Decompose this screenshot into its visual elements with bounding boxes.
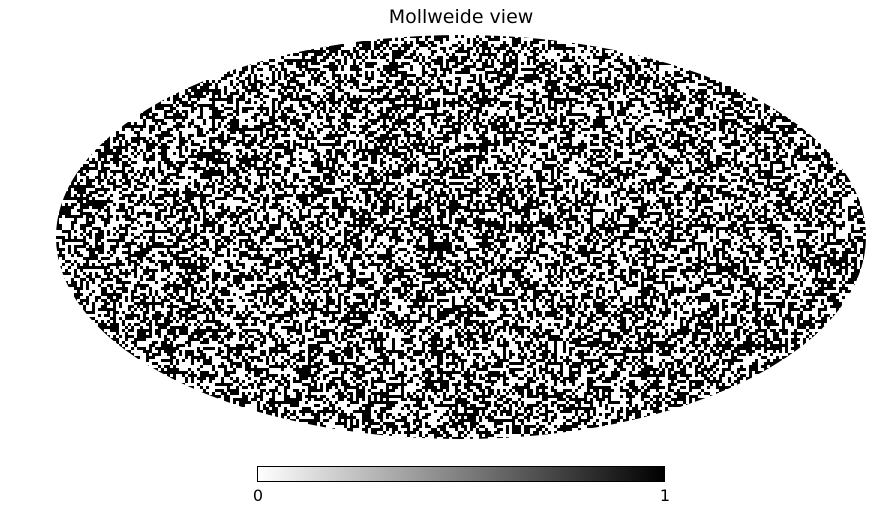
map-title: Mollweide view <box>388 6 534 28</box>
colorbar-tick-max: 1 <box>659 486 671 505</box>
colorbar-tick-min: 0 <box>252 486 264 505</box>
map-pixel-field <box>56 35 866 439</box>
map-pixels <box>56 35 866 439</box>
colorbar <box>257 466 665 482</box>
